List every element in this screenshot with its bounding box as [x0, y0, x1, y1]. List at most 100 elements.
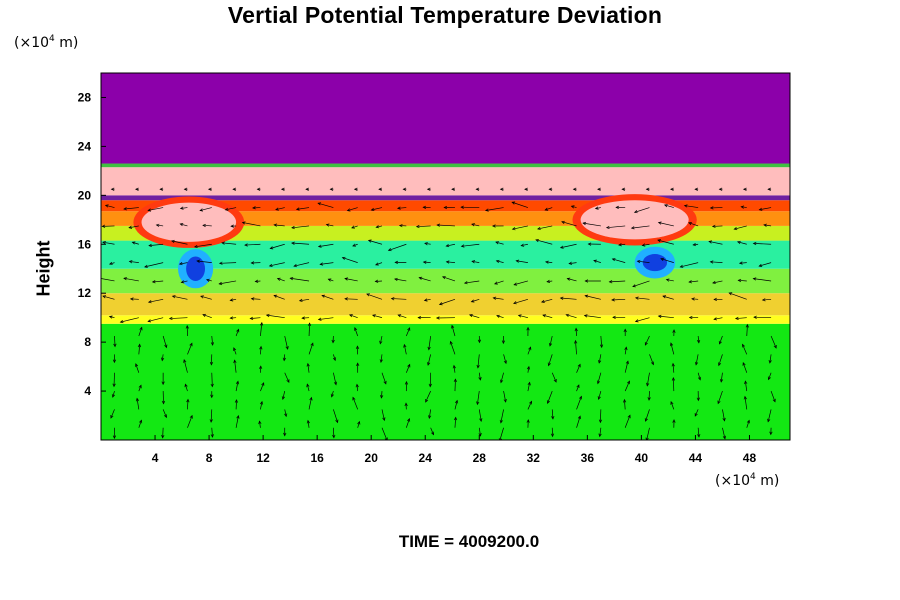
- wind-arrow: [713, 317, 723, 320]
- wind-arrowhead: [688, 222, 692, 226]
- wind-arrow: [549, 335, 553, 347]
- wind-arrowhead: [598, 360, 602, 364]
- wind-arrow: [527, 347, 531, 355]
- wind-arrow: [250, 317, 261, 319]
- wind-arrow: [270, 243, 285, 249]
- wind-arrowhead: [584, 279, 589, 283]
- wind-arrowhead: [546, 279, 551, 283]
- wind-arrowhead: [559, 296, 564, 300]
- wind-arrow: [109, 262, 115, 265]
- wind-arrowhead: [224, 207, 229, 211]
- wind-arrow: [670, 401, 675, 410]
- wind-arrow: [521, 243, 528, 247]
- wind-arrowhead: [404, 402, 408, 407]
- wind-arrow: [548, 354, 553, 366]
- wind-arrowhead: [499, 187, 504, 191]
- wind-arrow: [196, 260, 212, 263]
- wind-arrow: [381, 391, 383, 398]
- wind-arrowhead: [733, 226, 738, 231]
- feature-cold-3: [642, 254, 668, 272]
- wind-arrowhead: [367, 239, 372, 243]
- wind-arrowhead: [694, 413, 698, 417]
- wind-arrow: [600, 335, 603, 348]
- wind-arrowhead: [128, 225, 133, 229]
- wind-arrowhead: [663, 204, 668, 208]
- wind-arrow: [424, 242, 431, 245]
- wind-arrow: [551, 372, 557, 383]
- wind-arrowhead: [155, 223, 160, 227]
- wind-arrow: [152, 280, 164, 283]
- wind-arrowhead: [742, 362, 746, 366]
- wind-arrowhead: [767, 418, 771, 423]
- wind-arrow: [114, 335, 116, 347]
- wind-arrowhead: [453, 378, 457, 383]
- wind-arrowhead: [183, 187, 188, 191]
- wind-arrow: [642, 243, 650, 246]
- wind-arrowhead: [577, 415, 581, 420]
- wind-arrowhead: [471, 260, 476, 264]
- wind-arrowhead: [139, 419, 143, 424]
- wind-arrowhead: [671, 362, 675, 367]
- wind-arrowhead: [657, 314, 662, 319]
- layer-10: [101, 163, 790, 168]
- wind-arrow: [328, 278, 334, 282]
- x-tick-label: 48: [743, 451, 757, 465]
- time-label: TIME =: [398, 532, 459, 551]
- wind-arrowhead: [713, 317, 718, 321]
- wind-arrowhead: [738, 261, 743, 265]
- wind-arrowhead: [189, 342, 193, 347]
- wind-arrowhead: [477, 339, 482, 344]
- wind-arrowhead: [189, 414, 193, 419]
- wind-arrowhead: [329, 187, 334, 191]
- wind-arrow: [344, 298, 358, 300]
- wind-arrowhead: [398, 224, 403, 228]
- wind-arrowhead: [379, 359, 383, 363]
- wind-arrow: [423, 261, 431, 263]
- wind-arrow: [120, 317, 139, 323]
- wind-arrowhead: [280, 187, 285, 191]
- wind-arrowhead: [636, 259, 641, 264]
- wind-arrowhead: [574, 327, 578, 332]
- wind-arrow: [380, 354, 383, 363]
- wind-arrowhead: [736, 240, 741, 245]
- wind-arrowhead: [293, 264, 298, 268]
- wind-arrow: [123, 277, 139, 282]
- wind-arrowhead: [354, 327, 358, 331]
- wind-arrowhead: [207, 187, 212, 191]
- wind-arrowhead: [135, 397, 140, 402]
- wind-arrowhead: [445, 260, 450, 264]
- y-unit-prefix: (×10: [14, 35, 50, 51]
- wind-arrowhead: [394, 260, 399, 265]
- wind-arrowhead: [665, 278, 670, 282]
- wind-arrowhead: [545, 260, 549, 264]
- feature-warm-0: [141, 202, 237, 242]
- wind-arrowhead: [344, 277, 348, 281]
- wind-arrow: [259, 421, 261, 428]
- x-tick-label: 20: [365, 451, 379, 465]
- wind-arrowhead: [587, 242, 592, 246]
- wind-arrowhead: [463, 281, 468, 285]
- wind-arrow: [576, 416, 581, 428]
- wind-arrow: [768, 372, 772, 380]
- wind-arrow: [446, 261, 455, 263]
- wind-arrowhead: [407, 363, 411, 368]
- wind-arrow: [547, 390, 553, 404]
- wind-arrowhead: [501, 340, 506, 345]
- wind-arrowhead: [670, 187, 674, 191]
- wind-arrowhead: [752, 241, 757, 246]
- wind-arrowhead: [547, 362, 551, 367]
- wind-arrow: [471, 298, 480, 303]
- wind-arrowhead: [691, 297, 695, 301]
- wind-arrowhead: [183, 359, 187, 363]
- wind-arrowhead: [526, 419, 530, 423]
- wind-arrowhead: [97, 277, 100, 280]
- wind-arrowhead: [597, 187, 601, 191]
- wind-arrow: [722, 409, 725, 421]
- wind-arrowhead: [551, 415, 555, 420]
- wind-arrow: [351, 225, 358, 229]
- wind-arrow: [712, 225, 723, 227]
- wind-arrowhead: [761, 298, 766, 302]
- wind-arrow: [148, 207, 164, 211]
- wind-arrow: [742, 362, 748, 373]
- wind-arrow: [461, 243, 480, 247]
